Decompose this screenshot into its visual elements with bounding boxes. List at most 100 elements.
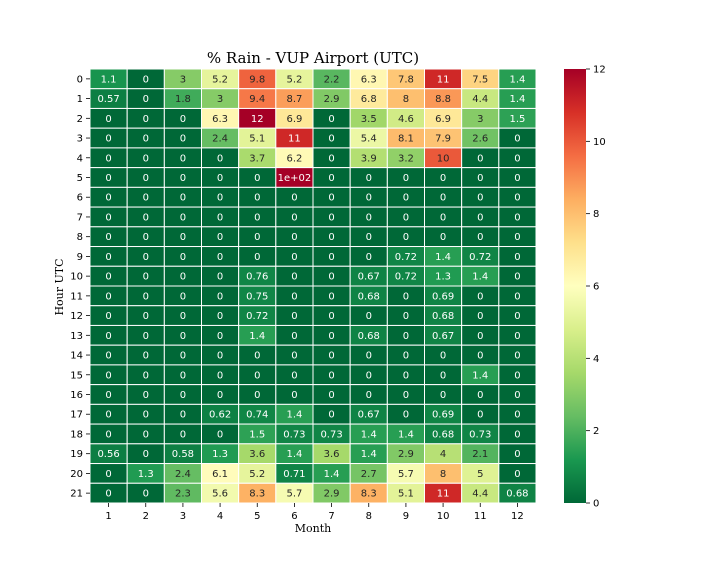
cell-value-label: 0	[105, 291, 111, 302]
colorbar-tick-label: 8	[593, 209, 599, 220]
heatmap-cells	[89, 68, 537, 504]
cell-value-label: 0.74	[246, 410, 268, 421]
cell-value-label: 0	[217, 291, 223, 302]
cell-value-label: 0	[180, 134, 186, 145]
cell-value-label: 0	[477, 390, 483, 401]
cell-value-label: 11	[437, 489, 450, 500]
cell-value-label: 0	[254, 212, 260, 223]
cell-value-label: 6.3	[361, 74, 377, 85]
x-tick-label: 12	[511, 511, 524, 522]
cell-value-label: 7.5	[472, 74, 488, 85]
heatmap-cell-labels: 1.1 0 3 5.2 9.8 5.2 2.2 6.3 7.8 11 7.5 1.4 0.57 0 1.8 3…	[97, 74, 528, 499]
y-tick-label: 9	[77, 252, 83, 263]
cell-value-label: 1.4	[361, 449, 377, 460]
cell-value-label: 2.6	[472, 134, 488, 145]
cell-value-label: 0.72	[469, 252, 491, 263]
cell-value-label: 0.67	[358, 410, 380, 421]
y-tick-label: 4	[77, 153, 83, 164]
cell-value-label: 0	[105, 410, 111, 421]
cell-value-label: 0	[180, 311, 186, 322]
cell-value-label: 0	[477, 173, 483, 184]
cell-value-label: 0	[403, 311, 409, 322]
cell-value-label: 0	[254, 193, 260, 204]
cell-value-label: 8.1	[398, 134, 414, 145]
cell-value-label: 0	[514, 351, 520, 362]
cell-value-label: 2.2	[324, 74, 340, 85]
cell-value-label: 0	[477, 410, 483, 421]
colorbar-tick-label: 2	[593, 426, 599, 437]
cell-value-label: 3.6	[324, 449, 340, 460]
cell-value-label: 3	[477, 114, 483, 125]
cell-value-label: 0	[105, 252, 111, 263]
cell-value-label: 5.7	[398, 469, 414, 480]
cell-value-label: 0.67	[358, 272, 380, 283]
cell-value-label: 0.72	[246, 311, 268, 322]
cell-value-label: 0.73	[283, 429, 305, 440]
cell-value-label: 3.6	[249, 449, 265, 460]
cell-value-label: 0	[254, 252, 260, 263]
cell-value-label: 2.7	[361, 469, 377, 480]
cell-value-label: 3	[217, 94, 223, 105]
cell-value-label: 0	[180, 193, 186, 204]
cell-value-label: 0	[328, 173, 334, 184]
cell-value-label: 0	[514, 429, 520, 440]
cell-value-label: 0	[105, 469, 111, 480]
cell-value-label: 0	[217, 173, 223, 184]
cell-value-label: 1.4	[286, 410, 302, 421]
cell-value-label: 0	[514, 331, 520, 342]
cell-value-label: 8	[403, 94, 409, 105]
cell-value-label: 0	[217, 193, 223, 204]
cell-value-label: 4	[440, 449, 446, 460]
cell-value-label: 8.3	[361, 489, 377, 500]
cell-value-label: 0	[143, 449, 149, 460]
cell-value-label: 0	[366, 311, 372, 322]
cell-value-label: 0	[143, 429, 149, 440]
cell-value-label: 10	[437, 153, 450, 164]
cell-value-label: 0.73	[469, 429, 491, 440]
cell-value-label: 1.5	[509, 114, 525, 125]
cell-value-label: 0.67	[432, 331, 454, 342]
cell-value-label: 0	[180, 291, 186, 302]
x-axis-label: Month	[295, 522, 331, 535]
cell-value-label: 0	[440, 370, 446, 381]
cell-value-label: 0	[217, 429, 223, 440]
y-tick-label: 18	[70, 429, 83, 440]
cell-value-label: 1.4	[324, 469, 340, 480]
x-axis-ticks: 1 2 3 4 5 6 7 8 9 10 11 12	[105, 503, 524, 522]
cell-value-label: 0.68	[506, 489, 528, 500]
cell-value-label: 0	[403, 173, 409, 184]
cell-value-label: 0	[180, 212, 186, 223]
cell-value-label: 1e+02	[278, 173, 312, 184]
cell-value-label: 5.1	[249, 134, 265, 145]
cell-value-label: 6.3	[212, 114, 228, 125]
y-tick-label: 17	[70, 410, 83, 421]
cell-value-label: 0	[105, 390, 111, 401]
cell-value-label: 0	[105, 489, 111, 500]
cell-value-label: 0	[477, 331, 483, 342]
x-tick-label: 8	[366, 511, 372, 522]
cell-value-label: 1.4	[286, 449, 302, 460]
cell-value-label: 0	[514, 291, 520, 302]
cell-value-label: 0	[105, 331, 111, 342]
cell-value-label: 8.8	[435, 94, 451, 105]
cell-value-label: 0	[291, 252, 297, 263]
cell-value-label: 0	[105, 153, 111, 164]
cell-value-label: 2.4	[212, 134, 228, 145]
cell-value-label: 0	[143, 173, 149, 184]
cell-value-label: 0	[477, 232, 483, 243]
cell-value-label: 0.68	[432, 429, 454, 440]
y-tick-label: 7	[77, 212, 83, 223]
cell-value-label: 0	[291, 212, 297, 223]
y-tick-label: 2	[77, 114, 83, 125]
cell-value-label: 0	[105, 193, 111, 204]
cell-value-label: 1.4	[509, 94, 525, 105]
cell-value-label: 0	[403, 390, 409, 401]
cell-value-label: 0.56	[97, 449, 119, 460]
cell-value-label: 0	[477, 212, 483, 223]
cell-value-label: 0	[143, 114, 149, 125]
cell-value-label: 0	[328, 252, 334, 263]
x-tick-label: 11	[474, 511, 487, 522]
cell-value-label: 0.68	[358, 331, 380, 342]
cell-value-label: 6.1	[212, 469, 228, 480]
